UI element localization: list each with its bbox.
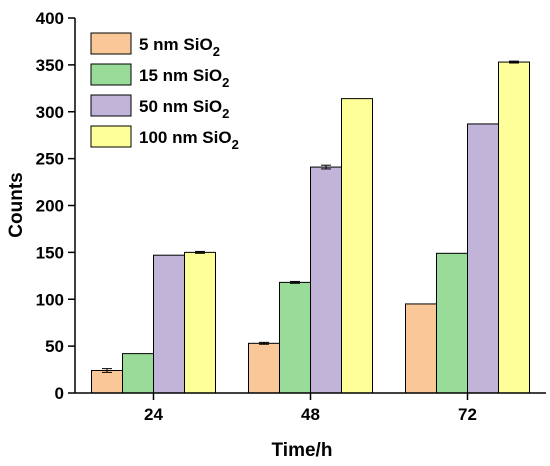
legend-item: 50 nm SiO2 [90,94,229,121]
legend-label: 15 nm SiO2 [139,66,229,90]
legend-item: 100 nm SiO2 [90,125,239,152]
legend-swatch [90,94,132,117]
error-bar [509,60,519,64]
x-axis-label: Time/h [272,440,333,461]
legend-label: 50 nm SiO2 [139,97,229,121]
y-tick-label: 400 [36,9,64,28]
bar [436,252,468,394]
y-tick-label: 300 [36,103,64,122]
legend-label: 100 nm SiO2 [139,128,239,152]
bar [310,166,342,394]
error-bar [102,368,112,373]
bar [153,254,185,394]
error-bar [321,164,331,170]
legend-swatch [90,32,132,55]
error-bar [290,280,300,284]
bar [279,281,311,394]
legend-item: 5 nm SiO2 [90,32,220,59]
legend-label-subscript: 2 [222,106,229,121]
x-tick-label: 72 [458,405,477,424]
y-tick-label: 50 [45,337,64,356]
y-tick-label: 0 [55,384,64,403]
legend-label: 5 nm SiO2 [139,35,220,59]
y-tick-label: 200 [36,197,64,216]
x-tick-label: 24 [144,405,163,424]
y-tick-label: 350 [36,56,64,75]
legend: 5 nm SiO2 15 nm SiO2 50 nm SiO2 100 nm SiO2 [90,32,239,152]
bar [341,98,373,394]
y-tick-label: 150 [36,243,64,262]
y-ticks-layer: 0 50 100 150 200 250 300 350 400 [36,9,75,403]
legend-swatch [90,125,132,148]
bar [122,353,154,394]
error-bar [259,341,269,345]
bar [467,123,499,394]
error-bars-layer [102,60,519,373]
legend-swatch [90,63,132,86]
y-axis-label: Counts [6,172,27,237]
error-bar [195,250,205,254]
bar [498,61,530,394]
bar [184,251,216,394]
bar [405,303,437,394]
bar [91,370,123,394]
legend-label-subscript: 2 [222,75,229,90]
legend-label-subscript: 2 [213,44,220,59]
x-tick-label: 48 [301,405,320,424]
legend-label-subscript: 2 [232,137,239,152]
bars-layer [91,61,530,394]
bar [248,342,280,394]
legend-item: 15 nm SiO2 [90,63,229,90]
y-tick-label: 100 [36,290,64,309]
x-ticks-layer: 24 48 72 [144,393,477,424]
y-tick-label: 250 [36,150,64,169]
